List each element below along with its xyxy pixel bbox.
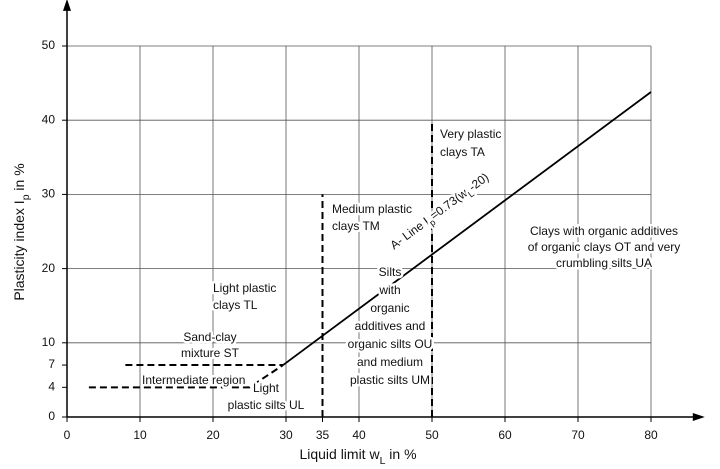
x-tick-label: 30: [279, 428, 293, 442]
x-tick-label: 0: [64, 428, 71, 442]
annotation: Sand-clay: [183, 330, 236, 344]
x-axis-label: Liquid limit wL in %: [299, 446, 416, 467]
annotation: and medium: [357, 355, 423, 369]
y-tick-label: 40: [42, 112, 56, 126]
y-axis-label-part: in %: [11, 163, 27, 194]
y-axis-label-part: Plasticity index I: [11, 200, 27, 300]
annotation: Intermediate region: [142, 373, 245, 387]
y-tick-label: 20: [42, 261, 56, 275]
x-tick-label: 35: [316, 428, 330, 442]
annotation: organic: [370, 301, 409, 315]
annotation: mixture ST: [181, 346, 240, 360]
y-tick-label: 4: [48, 379, 55, 393]
x-tick-label: 60: [498, 428, 512, 442]
annotation: Silts: [379, 265, 402, 279]
x-axis-label-part: in %: [385, 446, 416, 462]
y-tick-label: 50: [42, 38, 56, 52]
y-axis-label-part: p: [20, 194, 32, 200]
x-axis-label-part: Liquid limit w: [299, 446, 380, 462]
annotation: additives and: [355, 319, 426, 333]
annotation: Medium plastic: [332, 202, 412, 216]
x-tick-label: 50: [425, 428, 439, 442]
y-tick-label: 30: [42, 187, 56, 201]
a-line: [282, 91, 652, 366]
annotation: plastic silts UM: [350, 373, 430, 387]
annotation: clays TM: [332, 219, 380, 233]
annotation: with: [378, 283, 400, 297]
annotation: Very plastic: [440, 127, 501, 141]
x-tick-label: 20: [206, 428, 220, 442]
x-arrow: [692, 413, 705, 421]
x-tick-label: 10: [133, 428, 147, 442]
x-tick-label: 80: [644, 428, 658, 442]
annotation: clays TA: [440, 145, 485, 159]
annotation: of organic clays OT and very: [528, 240, 681, 254]
x-axis-label-part: L: [380, 455, 386, 467]
annotation: Light: [253, 381, 280, 395]
y-axis-label: Plasticity index Ip in %: [11, 163, 32, 300]
annotation: organic silts OU: [348, 337, 433, 351]
annotation: clays TL: [213, 298, 258, 312]
y-tick-label: 10: [42, 335, 56, 349]
annotation: crumbling silts UA: [556, 256, 652, 270]
annotation: Clays with organic additives: [530, 224, 678, 238]
x-tick-label: 40: [352, 428, 366, 442]
y-tick-label: 7: [48, 357, 55, 371]
y-tick-label: 0: [48, 409, 55, 423]
annotation: plastic silts UL: [228, 398, 305, 412]
annotation: Light plastic: [213, 281, 276, 295]
y-arrow: [63, 0, 71, 11]
x-tick-label: 70: [571, 428, 585, 442]
boundary-line: [88, 364, 284, 389]
